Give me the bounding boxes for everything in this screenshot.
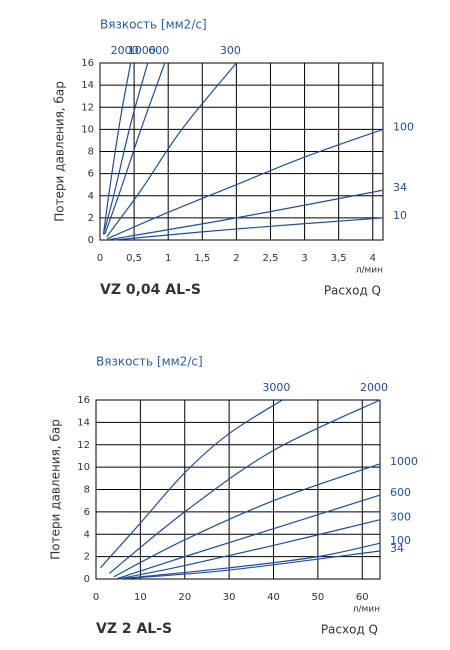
series-label: 600: [148, 44, 169, 57]
x-tick-label: 0,5: [126, 253, 142, 264]
x-unit: л/мин: [356, 266, 383, 276]
y-axis-label: Потери давления, бар: [53, 81, 67, 222]
y-tick-label: 16: [77, 395, 90, 406]
x-tick-label: 30: [223, 592, 236, 603]
curve: [118, 550, 381, 580]
y-tick-label: 8: [88, 147, 94, 158]
x-tick-label: 3,5: [331, 253, 347, 264]
x-tick-label: 40: [267, 592, 280, 603]
y-tick-label: 4: [84, 529, 90, 540]
y-tick-label: 12: [77, 440, 90, 451]
chart-title: VZ 0,04 AL-S: [100, 282, 201, 298]
curve: [113, 463, 381, 578]
series-label: 100: [393, 120, 414, 133]
series-label: 2000: [360, 381, 388, 394]
plot-frame: [99, 62, 384, 241]
curve: [102, 62, 149, 235]
x-tick-label: 20: [178, 592, 191, 603]
x-tick-label: 2,5: [263, 253, 279, 264]
subtitle: Вязкость [мм2/с]: [100, 18, 207, 32]
curve: [108, 399, 381, 574]
curve: [113, 217, 384, 241]
series-label: 34: [393, 181, 407, 194]
curve: [106, 62, 237, 238]
curve: [102, 62, 132, 235]
series-label: 10: [393, 209, 407, 222]
series-label: 1000: [128, 44, 156, 57]
x-tick-label: 10: [134, 592, 147, 603]
curve: [106, 189, 384, 241]
chart-title: VZ 2 AL-S: [96, 621, 172, 637]
y-tick-label: 6: [84, 507, 90, 518]
curve: [99, 399, 283, 569]
x-tick-label: 1,5: [194, 253, 210, 264]
y-tick-label: 8: [84, 485, 90, 496]
series-label: 600: [390, 486, 411, 499]
series-label: 3000: [262, 381, 290, 394]
series-label: 100: [390, 534, 411, 547]
x-axis-label: Расход Q: [324, 284, 381, 298]
series-label: 300: [390, 511, 411, 524]
subtitle: Вязкость [мм2/с]: [96, 355, 203, 369]
curve: [106, 128, 384, 240]
y-tick-label: 14: [77, 417, 90, 428]
y-tick-label: 10: [81, 124, 94, 135]
x-tick-label: 4: [370, 253, 376, 264]
x-tick-label: 50: [312, 592, 325, 603]
x-unit: л/мин: [353, 605, 380, 615]
x-axis-label: Расход Q: [321, 623, 378, 637]
y-tick-label: 16: [81, 58, 94, 69]
series-label: 300: [220, 44, 241, 57]
x-tick-label: 3: [301, 253, 307, 264]
curve: [115, 494, 381, 580]
y-tick-label: 2: [84, 552, 90, 563]
x-tick-label: 2: [233, 253, 239, 264]
curve: [118, 542, 381, 580]
y-tick-label: 12: [81, 102, 94, 113]
y-tick-label: 10: [77, 462, 90, 473]
curve: [118, 519, 381, 580]
y-tick-label: 14: [81, 80, 94, 91]
y-tick-label: 0: [84, 574, 90, 585]
x-tick-label: 1: [165, 253, 171, 264]
series-label: 34: [390, 542, 404, 555]
y-tick-label: 2: [88, 213, 94, 224]
x-tick-label: 0: [97, 253, 103, 264]
y-tick-label: 0: [88, 235, 94, 246]
y-tick-label: 4: [88, 191, 94, 202]
series-label: 1000: [390, 455, 418, 468]
x-tick-label: 60: [356, 592, 369, 603]
series-label: 2000: [111, 44, 139, 57]
plot-frame: [95, 399, 381, 580]
y-tick-label: 6: [88, 169, 94, 180]
x-tick-label: 0: [93, 592, 99, 603]
curve: [104, 62, 166, 235]
y-axis-label: Потери давления, бар: [49, 419, 63, 560]
